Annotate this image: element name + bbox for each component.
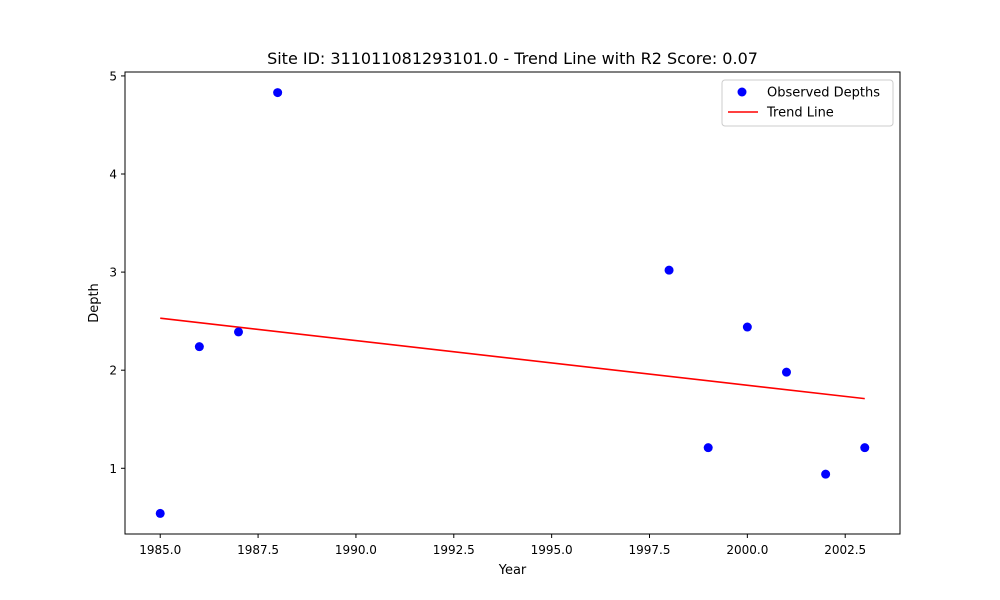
y-tick-label: 4 <box>109 168 117 182</box>
x-tick-label: 1992.5 <box>433 543 475 557</box>
trend-line <box>160 317 865 400</box>
data-point <box>664 265 674 275</box>
y-tick-label: 2 <box>109 364 117 378</box>
data-point <box>781 367 791 377</box>
y-axis-label: Depth <box>87 283 102 323</box>
x-tick-label: 2002.5 <box>824 543 866 557</box>
y-tick-label: 5 <box>109 69 117 83</box>
data-point <box>273 88 283 98</box>
chart-title: Site ID: 311011081293101.0 - Trend Line … <box>267 49 758 68</box>
legend-label: Trend Line <box>766 106 834 121</box>
y-tick-label: 1 <box>109 462 117 476</box>
x-tick-label: 1997.5 <box>628 543 670 557</box>
data-point <box>155 508 165 518</box>
x-tick-label: 1985.0 <box>139 543 181 557</box>
legend-marker-observed <box>737 87 747 97</box>
legend-label: Observed Depths <box>767 86 880 101</box>
data-point <box>234 327 244 337</box>
plot-frame <box>124 71 901 535</box>
data-point <box>194 342 204 352</box>
legend: Observed Depths Trend Line <box>721 79 894 127</box>
legend-box <box>721 79 894 127</box>
data-point <box>860 443 870 453</box>
x-axis-label: Year <box>498 563 527 578</box>
y-tick-label: 3 <box>109 266 117 280</box>
x-tick-label: 1987.5 <box>237 543 279 557</box>
x-tick-label: 2000.0 <box>726 543 768 557</box>
data-point <box>742 322 752 332</box>
data-point <box>821 469 831 479</box>
x-tick-label: 1995.0 <box>531 543 573 557</box>
data-point <box>703 443 713 453</box>
x-tick-label: 1990.0 <box>335 543 377 557</box>
